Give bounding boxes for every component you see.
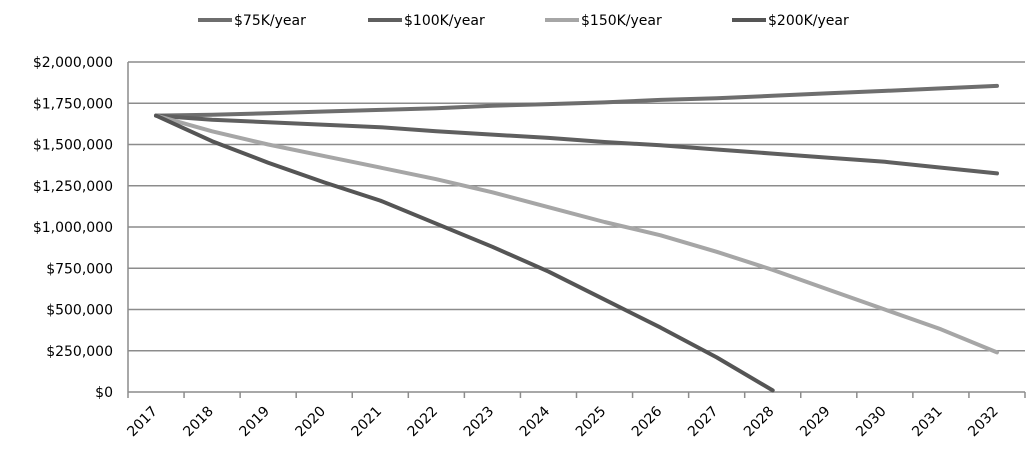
x-tick-label: 2025 bbox=[573, 404, 610, 441]
y-tick-label: $0 bbox=[95, 385, 113, 401]
x-tick-label: 2032 bbox=[965, 404, 1002, 441]
legend-label: $100K/year bbox=[404, 13, 485, 29]
x-tick-label: 2027 bbox=[685, 404, 722, 441]
legend-label: $200K/year bbox=[768, 13, 849, 29]
legend-label: $75K/year bbox=[234, 13, 306, 29]
y-tick-label: $250,000 bbox=[46, 344, 113, 360]
y-tick-label: $1,250,000 bbox=[33, 179, 113, 195]
x-tick-label: 2023 bbox=[461, 404, 498, 441]
x-tick-label: 2021 bbox=[349, 404, 386, 441]
legend-label: $150K/year bbox=[581, 13, 662, 29]
x-tick-label: 2022 bbox=[405, 404, 442, 441]
x-tick-label: 2029 bbox=[797, 404, 834, 441]
x-tick-label: 2026 bbox=[629, 403, 666, 440]
y-tick-label: $750,000 bbox=[46, 261, 113, 277]
x-tick-label: 2018 bbox=[180, 404, 217, 441]
legend: $75K/year $100K/year $150K/year $200K/year bbox=[198, 13, 849, 29]
y-tick-label: $2,000,000 bbox=[33, 55, 113, 71]
x-tick-label: 2020 bbox=[293, 404, 330, 441]
x-tick-label: 2024 bbox=[517, 403, 554, 440]
y-axis-ticks: $0 $250,000 $500,000 $750,000 $1,000,000 $1,2… bbox=[33, 55, 113, 401]
x-tick-label: 2017 bbox=[124, 404, 161, 441]
series-line-1 bbox=[154, 83, 999, 118]
x-axis: 2017 2018 2019 2020 2021 2022 2023 2024 2025 2026… bbox=[124, 62, 1026, 441]
x-tick-label: 2019 bbox=[236, 404, 273, 441]
x-tick-label: 2031 bbox=[909, 404, 946, 441]
series-line-4 bbox=[154, 113, 775, 393]
series-line-3 bbox=[154, 113, 999, 355]
x-tick-label: 2030 bbox=[853, 404, 890, 441]
y-tick-label: $1,000,000 bbox=[33, 220, 113, 236]
y-tick-label: $1,750,000 bbox=[33, 96, 113, 112]
series-lines bbox=[154, 83, 999, 393]
y-tick-label: $500,000 bbox=[46, 303, 113, 319]
series-line-2 bbox=[154, 113, 999, 176]
y-tick-label: $1,500,000 bbox=[33, 138, 113, 154]
x-tick-label: 2028 bbox=[741, 404, 778, 441]
